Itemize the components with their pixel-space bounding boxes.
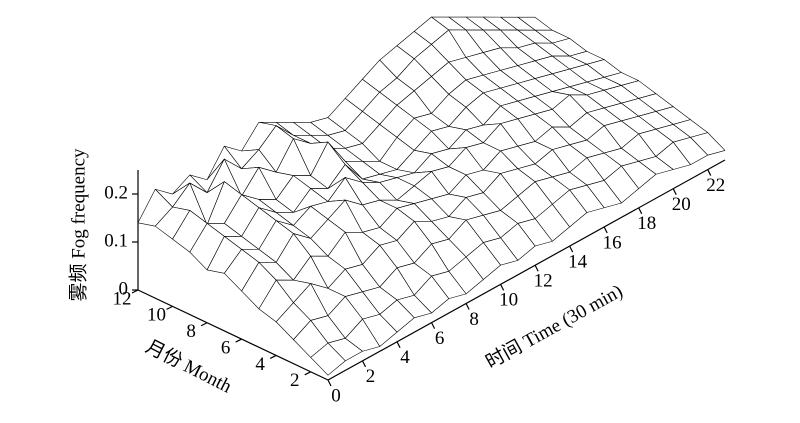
y-tick-label: 12 <box>113 288 132 309</box>
x-tick-label: 14 <box>568 251 588 272</box>
x-tick <box>327 379 332 387</box>
x-tick <box>534 264 539 272</box>
y-tick-label: 6 <box>221 337 231 358</box>
surface <box>137 16 726 376</box>
x-tick <box>638 207 643 215</box>
y-tick <box>200 322 208 327</box>
x-tick-label: 22 <box>706 175 725 196</box>
y-tick-label: 10 <box>147 305 166 326</box>
y-tick-label: 4 <box>255 354 265 375</box>
z-tick-label: 0.2 <box>104 182 128 203</box>
x-tick <box>361 360 367 368</box>
x-tick-label: 16 <box>603 232 622 253</box>
x-tick <box>500 284 505 291</box>
x-tick <box>396 341 401 349</box>
x-tick-label: 18 <box>637 213 656 234</box>
x-tick-label: 2 <box>366 366 376 387</box>
y-tick <box>304 371 311 376</box>
z-axis-label: 雾频 Fog frequency <box>67 148 89 302</box>
x-tick-label: 10 <box>499 290 518 311</box>
x-tick <box>603 226 608 234</box>
z-tick-label: 0 <box>119 278 129 299</box>
x-tick-label: 4 <box>400 347 410 368</box>
x-tick <box>569 245 574 253</box>
y-tick <box>269 354 277 359</box>
surface-cell <box>310 342 346 376</box>
x-tick-label: 8 <box>469 309 479 330</box>
z-tick-label: 0.1 <box>104 230 128 251</box>
x-tick-label: 12 <box>534 271 553 292</box>
x-axis <box>327 159 726 381</box>
x-tick-label: 0 <box>331 385 341 406</box>
y-tick-label: 8 <box>186 321 196 342</box>
x-tick <box>672 188 677 195</box>
y-tick-label: 2 <box>290 370 300 391</box>
y-tick <box>235 338 242 343</box>
x-tick-label: 20 <box>672 194 691 215</box>
y-tick <box>166 305 173 310</box>
x-tick <box>707 169 712 176</box>
x-tick <box>465 303 470 310</box>
x-tick-label: 6 <box>435 328 445 349</box>
x-tick <box>431 322 436 329</box>
y-axis <box>137 289 329 381</box>
